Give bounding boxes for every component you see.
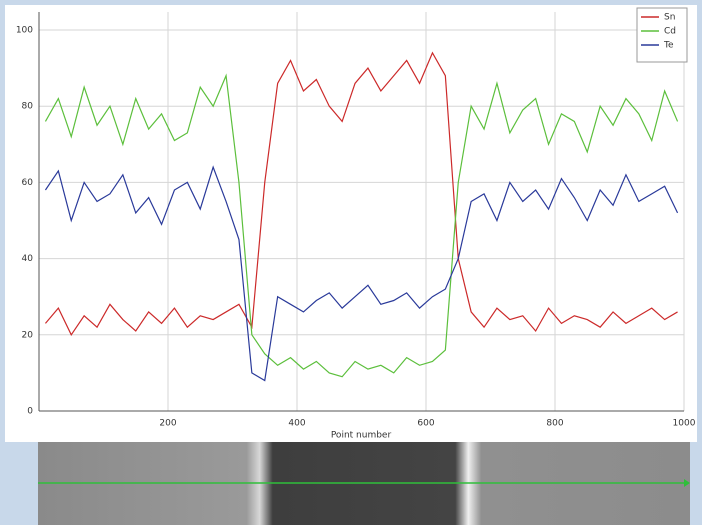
- x-tick-label: 600: [417, 419, 434, 429]
- page: {"chart_data": {"type": "line", "x_label…: [0, 0, 702, 525]
- legend-label: Te: [663, 41, 674, 51]
- x-tick-label: 400: [288, 419, 305, 429]
- x-tick-label: 800: [546, 419, 563, 429]
- y-tick-label: 20: [22, 330, 34, 340]
- y-tick-label: 0: [27, 407, 33, 417]
- y-tick-label: 60: [22, 178, 34, 188]
- legend-label: Cd: [664, 27, 676, 37]
- y-tick-label: 100: [16, 26, 33, 36]
- legend-label: Sn: [664, 13, 675, 23]
- plot-panel: [5, 5, 697, 442]
- y-tick-label: 80: [22, 102, 34, 112]
- x-axis-label: Point number: [331, 431, 392, 441]
- x-tick-label: 1000: [673, 419, 696, 429]
- chart: Point number 0 20 40 60 80 100 200 400 600 800 100…: [0, 0, 702, 525]
- y-tick-label: 40: [22, 254, 34, 264]
- x-tick-label: 200: [159, 419, 176, 429]
- legend-box: [637, 8, 687, 62]
